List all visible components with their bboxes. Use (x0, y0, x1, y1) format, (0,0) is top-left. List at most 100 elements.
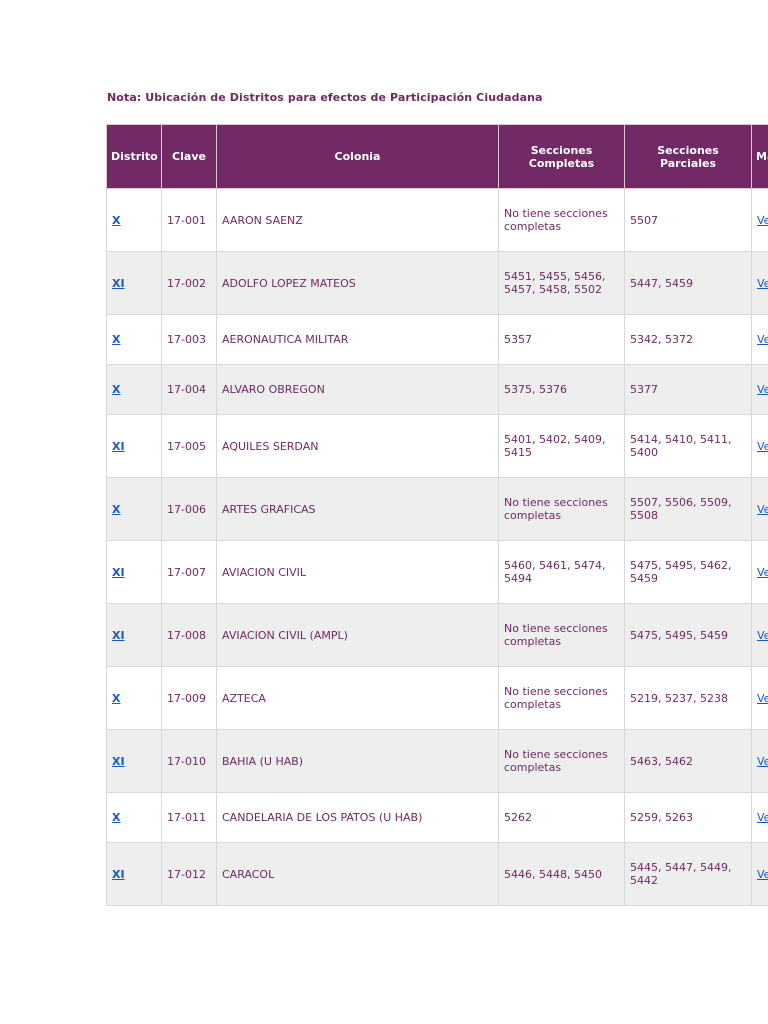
cell-mapa[interactable]: Ver (751, 188, 768, 252)
cell-distrito[interactable]: XI (106, 603, 162, 667)
cell-colonia: AZTECA (216, 666, 499, 730)
cell-secciones-parciales: 5445, 5447, 5449, 5442 (624, 842, 752, 906)
cell-secciones-completas: 5401, 5402, 5409, 5415 (498, 414, 625, 478)
table-row: XI 17-005 AQUILES SERDAN 5401, 5402, 5409, … (106, 414, 768, 478)
header-secciones-parciales: Secciones Parciales (624, 124, 752, 189)
cell-secciones-completas: No tiene secciones completas (498, 666, 625, 730)
cell-distrito[interactable]: X (106, 666, 162, 730)
table-row: X 17-011 CANDELARIA DE LOS PATOS (U HAB) 52… (106, 792, 768, 843)
cell-secciones-parciales: 5219, 5237, 5238 (624, 666, 752, 730)
table-row: XI 17-002 ADOLFO LOPEZ MATEOS 5451, 5455, 5… (106, 251, 768, 315)
cell-clave: 17-007 (161, 540, 217, 604)
cell-distrito[interactable]: X (106, 792, 162, 843)
cell-colonia: AVIACION CIVIL (216, 540, 499, 604)
distrito-link[interactable]: X (112, 213, 121, 227)
distrito-link[interactable]: XI (112, 628, 125, 642)
cell-secciones-parciales: 5342, 5372 (624, 314, 752, 365)
cell-mapa[interactable]: Ver (751, 364, 768, 415)
ver-mapa-link[interactable]: Ver (757, 439, 768, 453)
cell-mapa[interactable]: Ver (751, 314, 768, 365)
cell-colonia: AQUILES SERDAN (216, 414, 499, 478)
cell-clave: 17-008 (161, 603, 217, 667)
cell-mapa[interactable]: Ver (751, 603, 768, 667)
cell-colonia: AVIACION CIVIL (AMPL) (216, 603, 499, 667)
cell-distrito[interactable]: X (106, 364, 162, 415)
distrito-link[interactable]: X (112, 383, 121, 396)
ver-mapa-link[interactable]: Ver (757, 811, 768, 824)
cell-clave: 17-005 (161, 414, 217, 478)
ver-mapa-link[interactable]: Ver (757, 565, 768, 579)
cell-colonia: CARACOL (216, 842, 499, 906)
cell-secciones-completas: No tiene secciones completas (498, 729, 625, 793)
cell-mapa[interactable]: Ver (751, 251, 768, 315)
districts-table: Distrito Clave Colonia Secciones Complet… (106, 124, 768, 906)
distrito-link[interactable]: XI (112, 565, 125, 579)
cell-distrito[interactable]: X (106, 314, 162, 365)
table-body: X 17-001 AARON SAENZ No tiene secciones com… (106, 188, 768, 906)
cell-distrito[interactable]: XI (106, 414, 162, 478)
cell-clave: 17-009 (161, 666, 217, 730)
cell-distrito[interactable]: XI (106, 842, 162, 906)
cell-mapa[interactable]: Ver (751, 842, 768, 906)
distrito-link[interactable]: X (112, 502, 121, 516)
cell-colonia: AARON SAENZ (216, 188, 499, 252)
distrito-link[interactable]: XI (112, 867, 125, 881)
header-colonia: Colonia (216, 124, 499, 189)
cell-secciones-completas: 5460, 5461, 5474, 5494 (498, 540, 625, 604)
cell-secciones-parciales: 5507 (624, 188, 752, 252)
distrito-link[interactable]: X (112, 811, 121, 824)
header-mapa: Mapa (751, 124, 768, 189)
cell-mapa[interactable]: Ver (751, 414, 768, 478)
cell-colonia: BAHIA (U HAB) (216, 729, 499, 793)
distrito-link[interactable]: X (112, 333, 121, 346)
table-header-row: Distrito Clave Colonia Secciones Complet… (106, 124, 768, 189)
cell-clave: 17-004 (161, 364, 217, 415)
cell-mapa[interactable]: Ver (751, 666, 768, 730)
cell-colonia: AERONAUTICA MILITAR (216, 314, 499, 365)
cell-mapa[interactable]: Ver (751, 477, 768, 541)
table-row: X 17-003 AERONAUTICA MILITAR 5357 5342, 5372… (106, 314, 768, 365)
cell-secciones-completas: 5357 (498, 314, 625, 365)
cell-secciones-parciales: 5414, 5410, 5411, 5400 (624, 414, 752, 478)
cell-colonia: ARTES GRAFICAS (216, 477, 499, 541)
cell-colonia: ADOLFO LOPEZ MATEOS (216, 251, 499, 315)
cell-clave: 17-012 (161, 842, 217, 906)
header-clave: Clave (161, 124, 217, 189)
ver-mapa-link[interactable]: Ver (757, 333, 768, 346)
cell-secciones-completas: 5451, 5455, 5456, 5457, 5458, 5502 (498, 251, 625, 315)
cell-secciones-parciales: 5259, 5263 (624, 792, 752, 843)
ver-mapa-link[interactable]: Ver (757, 867, 768, 881)
distrito-link[interactable]: X (112, 691, 121, 705)
ver-mapa-link[interactable]: Ver (757, 628, 768, 642)
cell-distrito[interactable]: X (106, 477, 162, 541)
cell-distrito[interactable]: X (106, 188, 162, 252)
cell-clave: 17-002 (161, 251, 217, 315)
cell-mapa[interactable]: Ver (751, 540, 768, 604)
distrito-link[interactable]: XI (112, 276, 125, 290)
distrito-link[interactable]: XI (112, 754, 125, 768)
ver-mapa-link[interactable]: Ver (757, 691, 768, 705)
cell-mapa[interactable]: Ver (751, 729, 768, 793)
cell-secciones-parciales: 5377 (624, 364, 752, 415)
cell-distrito[interactable]: XI (106, 540, 162, 604)
header-distrito: Distrito (106, 124, 162, 189)
cell-mapa[interactable]: Ver (751, 792, 768, 843)
ver-mapa-link[interactable]: Ver (757, 383, 768, 396)
ver-mapa-link[interactable]: Ver (757, 276, 768, 290)
table-row: X 17-006 ARTES GRAFICAS No tiene secciones … (106, 477, 768, 541)
ver-mapa-link[interactable]: Ver (757, 754, 768, 768)
note-heading: Nota: Ubicación de Distritos para efecto… (107, 91, 543, 104)
cell-distrito[interactable]: XI (106, 251, 162, 315)
distrito-link[interactable]: XI (112, 439, 125, 453)
cell-secciones-completas: No tiene secciones completas (498, 188, 625, 252)
cell-distrito[interactable]: XI (106, 729, 162, 793)
table-row: XI 17-008 AVIACION CIVIL (AMPL) No tiene se… (106, 603, 768, 667)
ver-mapa-link[interactable]: Ver (757, 502, 768, 516)
cell-secciones-parciales: 5475, 5495, 5459 (624, 603, 752, 667)
cell-secciones-parciales: 5475, 5495, 5462, 5459 (624, 540, 752, 604)
table-row: XI 17-010 BAHIA (U HAB) No tiene secciones … (106, 729, 768, 793)
ver-mapa-link[interactable]: Ver (757, 213, 768, 227)
cell-clave: 17-011 (161, 792, 217, 843)
cell-secciones-completas: 5446, 5448, 5450 (498, 842, 625, 906)
